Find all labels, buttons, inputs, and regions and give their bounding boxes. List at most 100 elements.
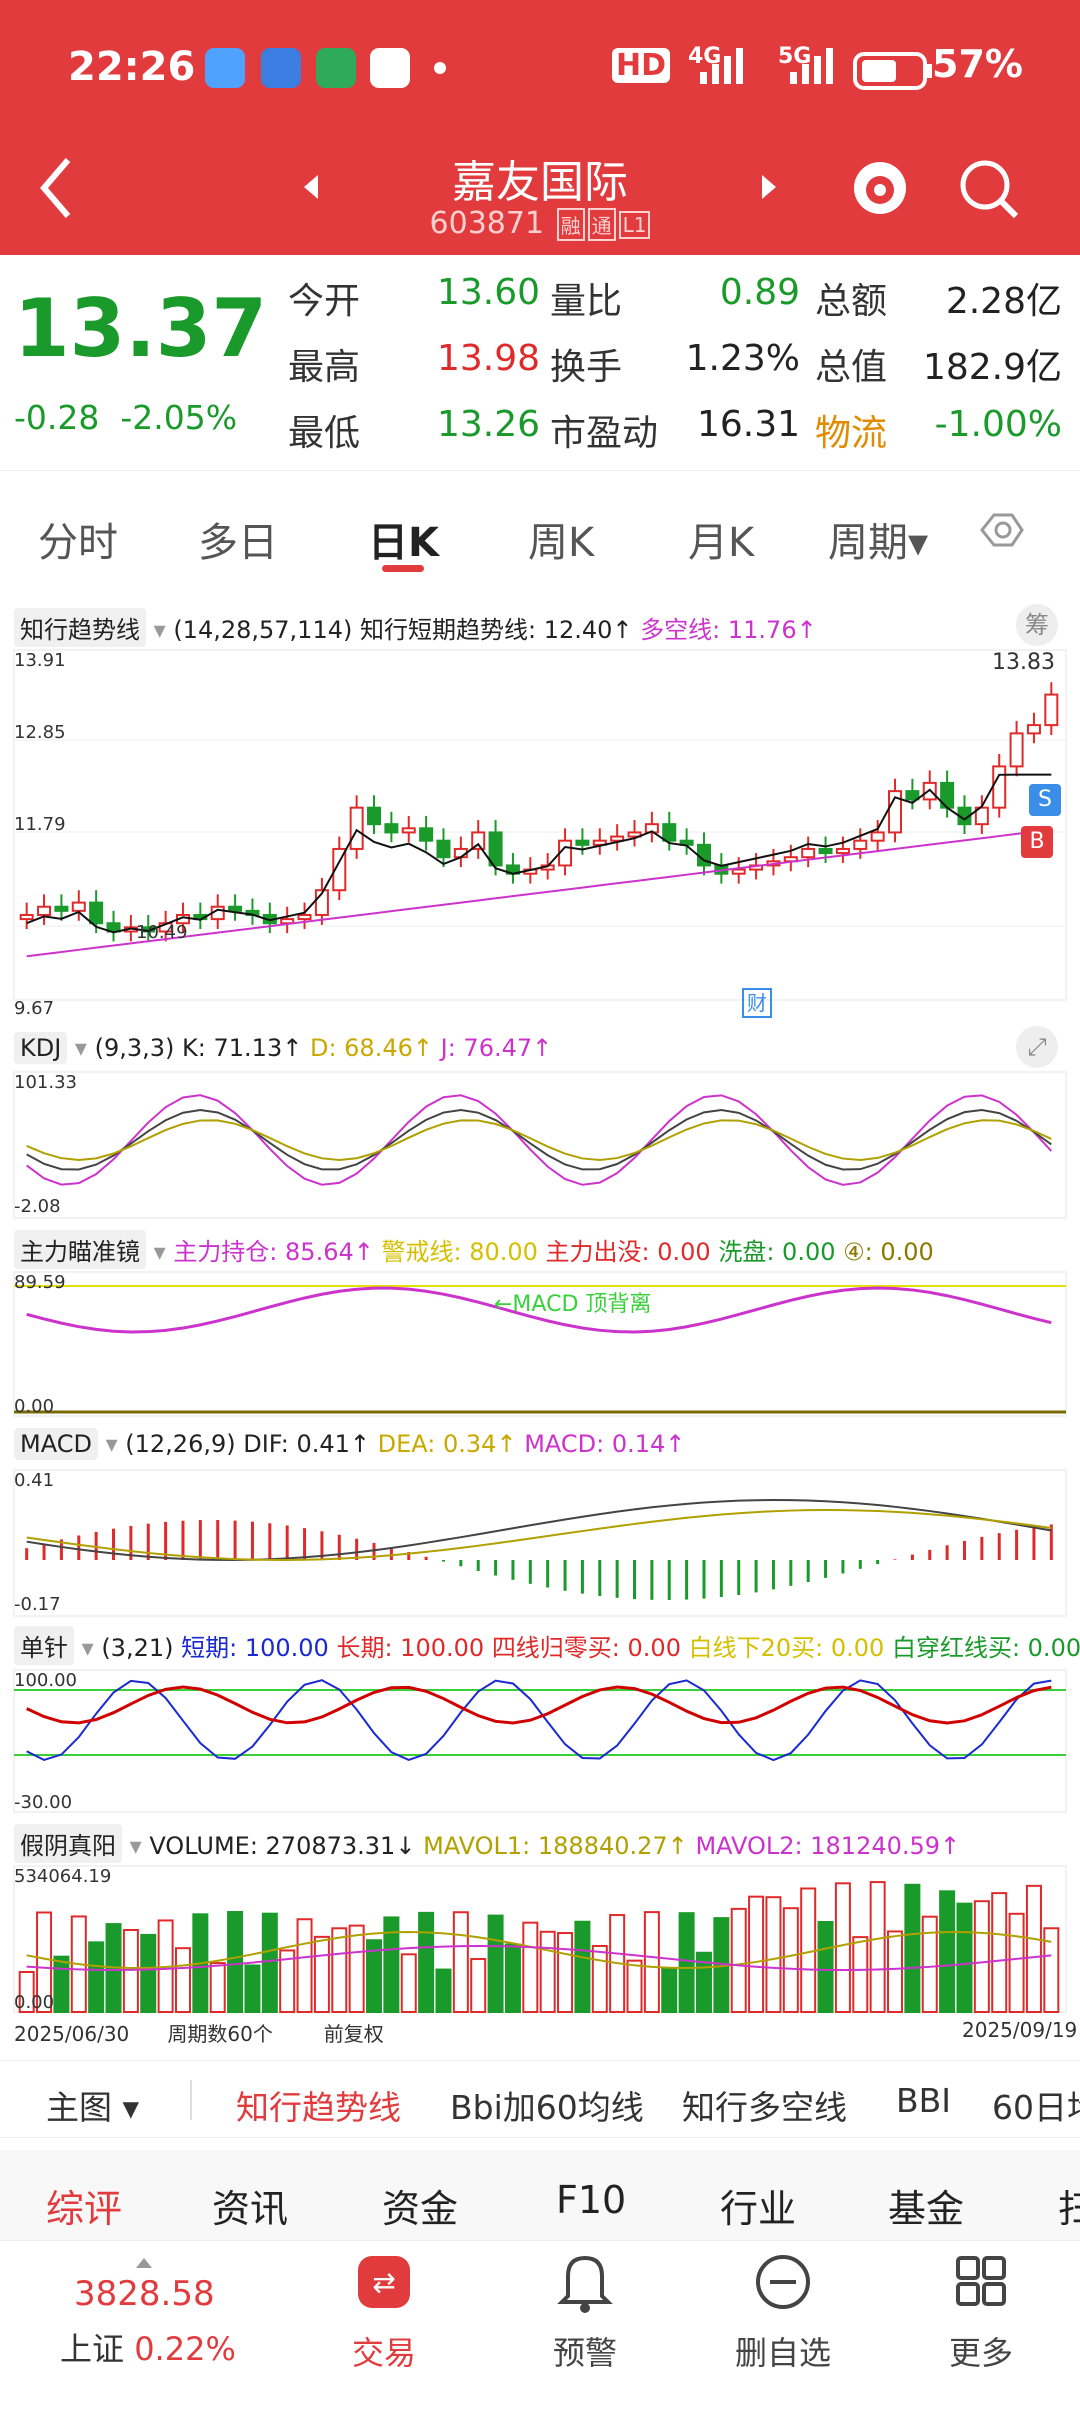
tab-f10[interactable]: F10 bbox=[556, 2178, 627, 2222]
zhuli-header: 主力瞄准镜 ▾ 主力持仓: 85.64↑ 警戒线: 80.00 主力出没: 0.… bbox=[0, 1230, 1080, 1269]
volume-bar bbox=[140, 1933, 157, 2013]
main-chart-select[interactable]: 主图 ▾ bbox=[46, 2088, 140, 2127]
chou-button[interactable]: 筹 bbox=[1016, 604, 1058, 646]
kdj-k-line bbox=[26, 1108, 1052, 1171]
kdj-j: J: 76.47↑ bbox=[440, 1034, 553, 1062]
tab-period-1[interactable]: 多日 bbox=[198, 520, 278, 566]
main-indicator-select[interactable]: 知行趋势线 bbox=[14, 608, 146, 647]
candle-body bbox=[228, 905, 243, 912]
indicator-zhixing[interactable]: 知行趋势线 bbox=[236, 2088, 401, 2127]
main-ytick-1: 13.91 bbox=[14, 650, 66, 671]
candle-body bbox=[1044, 693, 1059, 727]
zhuli-select[interactable]: 主力瞄准镜 bbox=[14, 1230, 146, 1269]
nav-trade[interactable]: 交易 bbox=[351, 2334, 416, 2372]
volume-bar bbox=[400, 1953, 417, 2013]
tab-period-0[interactable]: 分时 bbox=[38, 520, 118, 566]
macd-select[interactable]: MACD bbox=[14, 1428, 98, 1460]
volume-bar bbox=[88, 1941, 105, 2013]
nav-alert[interactable]: 预警 bbox=[552, 2334, 617, 2372]
candle-body bbox=[905, 790, 920, 801]
short-trend-value: 知行短期趋势线: 12.40↑ bbox=[360, 616, 633, 644]
volume-ytick-2: 0.00 bbox=[14, 1992, 55, 2013]
kdj-k: K: 71.13↑ bbox=[182, 1034, 303, 1062]
stock-name: 嘉友国际 bbox=[452, 157, 628, 208]
main-indicator-bar: 主图 ▾ 知行趋势线 Bbi加60均线 知行多空线 BBI 60日均 bbox=[0, 2060, 1080, 2138]
sell-marker: S bbox=[1029, 784, 1061, 816]
tab-more[interactable]: 扫 bbox=[1058, 2187, 1080, 2231]
candle-body bbox=[332, 847, 347, 892]
volume-bar bbox=[227, 1911, 244, 2014]
price-change: -0.28 -2.05% bbox=[14, 398, 237, 437]
volume-bar bbox=[643, 1911, 660, 2014]
tab-period-3[interactable]: 周K bbox=[528, 520, 595, 566]
nav-icons bbox=[40, 158, 1019, 219]
candle-body bbox=[575, 839, 590, 846]
svg-text:⇄: ⇄ bbox=[372, 2266, 395, 2299]
kdj-select[interactable]: KDJ bbox=[14, 1032, 68, 1064]
danzhen-s4: 四线归零买: 0.00 bbox=[491, 1634, 681, 1662]
zhuli-ytick-2: 0.00 bbox=[14, 1396, 55, 1417]
long-short-line bbox=[26, 828, 1052, 958]
signal-bars-icon bbox=[700, 48, 932, 90]
indicator-bbi60[interactable]: Bbi加60均线 bbox=[450, 2088, 644, 2127]
volume-bar bbox=[765, 1896, 782, 2014]
mavol2-line bbox=[26, 1944, 1052, 1972]
tag-rong: 融 bbox=[556, 208, 585, 241]
tab-zongping[interactable]: 综评 bbox=[46, 2187, 123, 2231]
settings-hex-icon[interactable] bbox=[0, 0, 1080, 600]
finance-tag[interactable]: 财 bbox=[742, 988, 772, 1018]
info-tabs: 综评 资讯 资金 F10 行业 基金 扫 bbox=[0, 2150, 1080, 2240]
candle-body bbox=[627, 831, 642, 838]
kdj-params: (9,3,3) bbox=[94, 1034, 175, 1062]
volume-bar bbox=[748, 1895, 765, 2014]
danzhen-long: 长期: 100.00 bbox=[336, 1634, 485, 1662]
volume-bar bbox=[366, 1939, 383, 2013]
mainbar-divider bbox=[190, 2080, 192, 2120]
volume-select[interactable]: 假阴真阳 bbox=[14, 1824, 122, 1863]
stock-code-line: 603871 融通 L1 bbox=[0, 206, 1080, 241]
volume-bar bbox=[973, 1900, 990, 2013]
index-ticker[interactable]: 3828.58 上证 0.22% bbox=[40, 2256, 240, 2396]
indicator-duokong[interactable]: 知行多空线 bbox=[682, 2088, 847, 2127]
candle-body bbox=[471, 831, 486, 850]
danzhen-ytick-1: 100.00 bbox=[14, 1670, 77, 1691]
candle-body bbox=[853, 839, 868, 850]
long-short-value: 多空线: 11.76↑ bbox=[640, 616, 817, 644]
tab-hangye[interactable]: 行业 bbox=[720, 2187, 797, 2231]
macd-ytick-1: 0.41 bbox=[14, 1470, 55, 1491]
quote-value: 13.60 bbox=[436, 272, 540, 313]
indicator-ma60[interactable]: 60日均 bbox=[992, 2088, 1080, 2127]
indicator-bbi[interactable]: BBI bbox=[896, 2081, 952, 2120]
change-pct: -2.05% bbox=[120, 398, 238, 437]
expand-icon[interactable]: ⤢ bbox=[1016, 1026, 1058, 1068]
tab-jijin[interactable]: 基金 bbox=[888, 2187, 965, 2231]
tab-period-2[interactable]: 日K bbox=[368, 520, 439, 566]
bottom-nav bbox=[0, 2240, 1080, 2412]
battery-percent: 57% bbox=[932, 42, 1023, 86]
tab-period-5[interactable]: 周期▾ bbox=[828, 520, 929, 566]
main-ytick-4: 9.67 bbox=[14, 998, 55, 1019]
candle-body bbox=[349, 806, 364, 850]
quote-value: 16.31 bbox=[696, 404, 800, 445]
volume-bar bbox=[36, 1911, 53, 2014]
danzhen-select[interactable]: 单针 bbox=[14, 1626, 74, 1665]
nav-more[interactable]: 更多 bbox=[948, 2334, 1013, 2372]
macd-dea-line bbox=[26, 1508, 1052, 1561]
tab-zijin[interactable]: 资金 bbox=[382, 2187, 459, 2231]
candle-body bbox=[835, 847, 850, 855]
weather-app-icon bbox=[205, 48, 245, 88]
volume-bar bbox=[904, 1883, 921, 2014]
index-line: 上证 0.22% bbox=[60, 2324, 236, 2370]
candle-body bbox=[37, 905, 52, 916]
volume-bar bbox=[887, 1930, 904, 2013]
nav-remove-watchlist[interactable]: 删自选 bbox=[734, 2334, 831, 2372]
tab-zixun[interactable]: 资讯 bbox=[212, 2187, 289, 2231]
quote-label[interactable]: 物流 bbox=[815, 413, 888, 454]
volume-bar bbox=[1043, 1927, 1060, 2014]
volume-bar bbox=[869, 1881, 886, 2013]
volume-bar bbox=[452, 1911, 469, 2014]
volume-bar bbox=[279, 1949, 296, 2014]
tab-period-4[interactable]: 月K bbox=[688, 520, 755, 566]
volume-header: 假阴真阳 ▾ VOLUME: 270873.31↓ MAVOL1: 188840… bbox=[0, 1824, 1080, 1863]
kdj-d-line bbox=[26, 1119, 1052, 1162]
